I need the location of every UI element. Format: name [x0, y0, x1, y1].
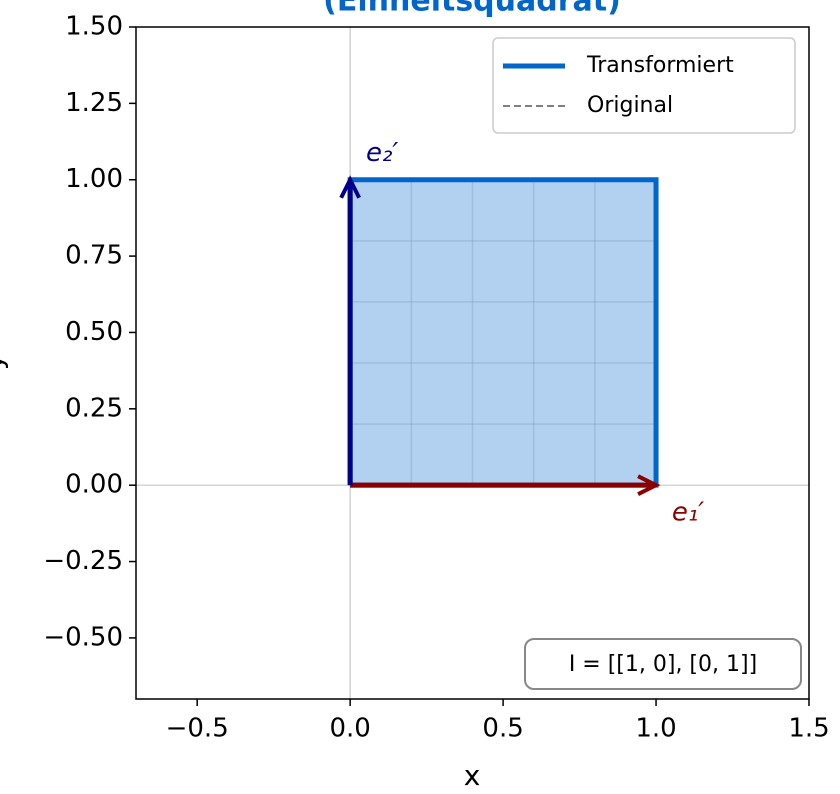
y-tick-label: 1.00 [65, 164, 123, 194]
y-tick-label: −0.25 [43, 546, 123, 576]
y-tick-label: −0.50 [43, 622, 123, 652]
x-tick-label: 1.5 [788, 714, 829, 744]
x-tick-label: −0.5 [166, 714, 229, 744]
chart-title: (Einheitsquadrat) [323, 0, 621, 19]
y-tick-label: 0.75 [65, 241, 123, 271]
y-tick-label: 1.25 [65, 88, 123, 118]
axes-frame [135, 26, 810, 700]
y-tick-label: 1.50 [65, 12, 123, 42]
vector-label: e₂′ [366, 138, 398, 168]
annotation: I = [[1, 0], [0, 1]] [569, 652, 757, 677]
vector-label: e₁′ [672, 498, 704, 528]
x-tick-label: 0.5 [482, 714, 523, 744]
legend: Transformiert Original [492, 37, 796, 134]
x-tick-label: 0.0 [329, 714, 370, 744]
legend-label: Original [587, 93, 673, 118]
vector-head [637, 474, 661, 496]
x-axis-label: x [464, 759, 481, 792]
y-tick-label: 0.25 [65, 393, 123, 423]
vector-head [339, 175, 361, 199]
annotation-box [524, 638, 802, 690]
legend-label: Transformiert [586, 53, 734, 78]
x-tick-label: 1.0 [635, 714, 676, 744]
series-fill [350, 179, 657, 486]
y-tick-label: 0.00 [65, 470, 123, 500]
legend-frame [492, 37, 796, 134]
y-axis-label: y [0, 354, 9, 371]
y-tick-label: 0.50 [65, 317, 123, 347]
